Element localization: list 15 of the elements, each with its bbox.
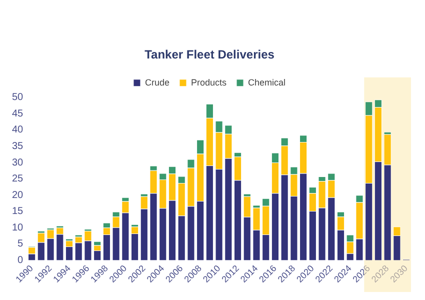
y-tick-label: 25 — [12, 174, 24, 185]
chart-title: Tanker Fleet Deliveries — [144, 48, 275, 62]
legend-label: Products — [190, 77, 228, 88]
y-tick-label: 40 — [12, 124, 24, 136]
legend-label: Chemical — [248, 77, 286, 88]
y-tick-label: 50 — [12, 92, 24, 104]
y-tick-label: 10 — [12, 222, 24, 234]
y-tick-label: 20 — [12, 190, 24, 201]
y-tick-label: 35 — [12, 140, 24, 152]
y-tick-label: 30 — [12, 157, 24, 168]
y-tick-label: 5 — [18, 238, 24, 250]
legend-label: Crude — [144, 77, 170, 88]
y-tick-label: 45 — [12, 108, 24, 120]
y-tick-label: 15 — [12, 206, 24, 218]
y-tick-label: 0 — [18, 254, 24, 266]
